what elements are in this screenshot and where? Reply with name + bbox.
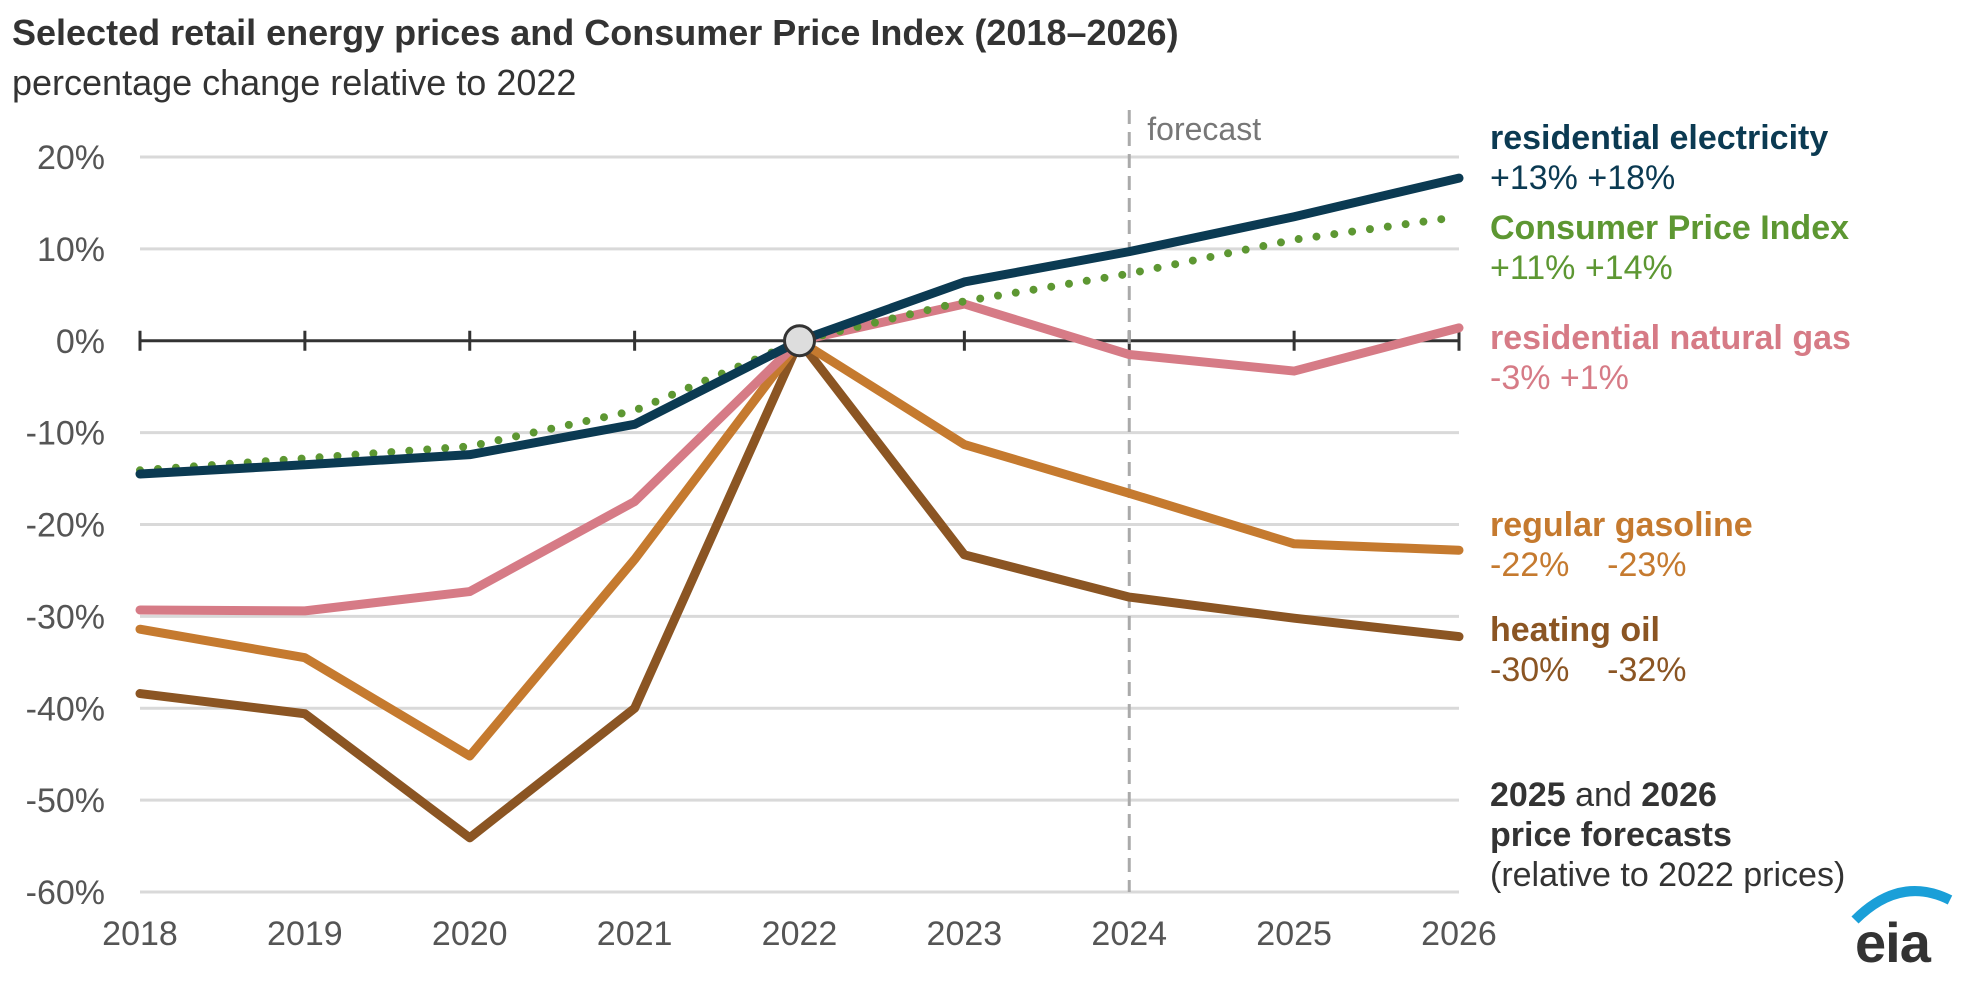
series-forecast-values: +13% +18% bbox=[1490, 159, 1676, 197]
series-name: residential natural gas bbox=[1490, 319, 1851, 357]
chart-subtitle: percentage change relative to 2022 bbox=[12, 62, 577, 103]
legend-label: Consumer Price Index +11% +14% bbox=[1490, 208, 1849, 288]
series-line bbox=[135, 336, 1464, 843]
x-tick-label: 2024 bbox=[1091, 915, 1167, 953]
chart-title: Selected retail energy prices and Consum… bbox=[12, 12, 1179, 53]
series-forecast-values: -3% +1% bbox=[1490, 359, 1629, 397]
y-tick-label: 0% bbox=[56, 323, 105, 361]
note-and: and bbox=[1565, 776, 1642, 814]
y-tick-label: 10% bbox=[37, 231, 105, 269]
x-tick-label: 2020 bbox=[432, 915, 508, 953]
series-name: residential electricity bbox=[1490, 119, 1829, 157]
x-tick-label: 2021 bbox=[597, 915, 673, 953]
y-tick-label: 20% bbox=[37, 139, 105, 177]
x-tick-label: 2023 bbox=[927, 915, 1003, 953]
y-tick-label: -20% bbox=[26, 507, 105, 545]
y-tick-label: -50% bbox=[26, 782, 105, 820]
series-line bbox=[135, 336, 1464, 761]
note-year1: 2025 bbox=[1490, 776, 1566, 814]
note-year2: 2026 bbox=[1641, 776, 1717, 814]
legend-label: heating oil -30% -32% bbox=[1490, 610, 1687, 690]
note-line3: (relative to 2022 prices) bbox=[1490, 856, 1846, 894]
series-forecast-values: -22% -23% bbox=[1490, 546, 1687, 584]
legend-label: residential electricity +13% +18% bbox=[1490, 118, 1828, 198]
x-tick-label: 2018 bbox=[102, 915, 178, 953]
legend-label: residential natural gas -3% +1% bbox=[1490, 318, 1851, 398]
x-tick-label: 2026 bbox=[1421, 915, 1497, 953]
y-tick-label: -30% bbox=[26, 598, 105, 636]
x-tick-label: 2025 bbox=[1256, 915, 1332, 953]
series-forecast-values: +11% +14% bbox=[1490, 249, 1673, 287]
eia-logo: eia bbox=[1851, 886, 1953, 975]
series-name: heating oil bbox=[1490, 611, 1660, 649]
x-tick-label: 2019 bbox=[267, 915, 343, 953]
note-line2: price forecasts bbox=[1490, 816, 1732, 854]
legend-label: regular gasoline -22% -23% bbox=[1490, 505, 1753, 585]
y-tick-label: -40% bbox=[26, 690, 105, 728]
forecast-label: forecast bbox=[1147, 111, 1261, 147]
y-tick-label: -10% bbox=[26, 415, 105, 453]
series-name: regular gasoline bbox=[1490, 506, 1753, 544]
series-forecast-values: -30% -32% bbox=[1490, 651, 1687, 689]
x-tick-label: 2022 bbox=[762, 915, 838, 953]
base-year-marker bbox=[783, 324, 816, 358]
forecast-note: 2025 and 2026 price forecasts (relative … bbox=[1490, 775, 1845, 895]
y-tick-label: -60% bbox=[26, 874, 105, 912]
series-name: Consumer Price Index bbox=[1490, 209, 1850, 247]
